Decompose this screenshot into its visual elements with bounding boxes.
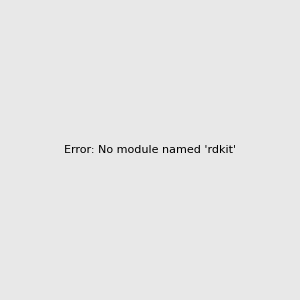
- Text: Error: No module named 'rdkit': Error: No module named 'rdkit': [64, 145, 236, 155]
